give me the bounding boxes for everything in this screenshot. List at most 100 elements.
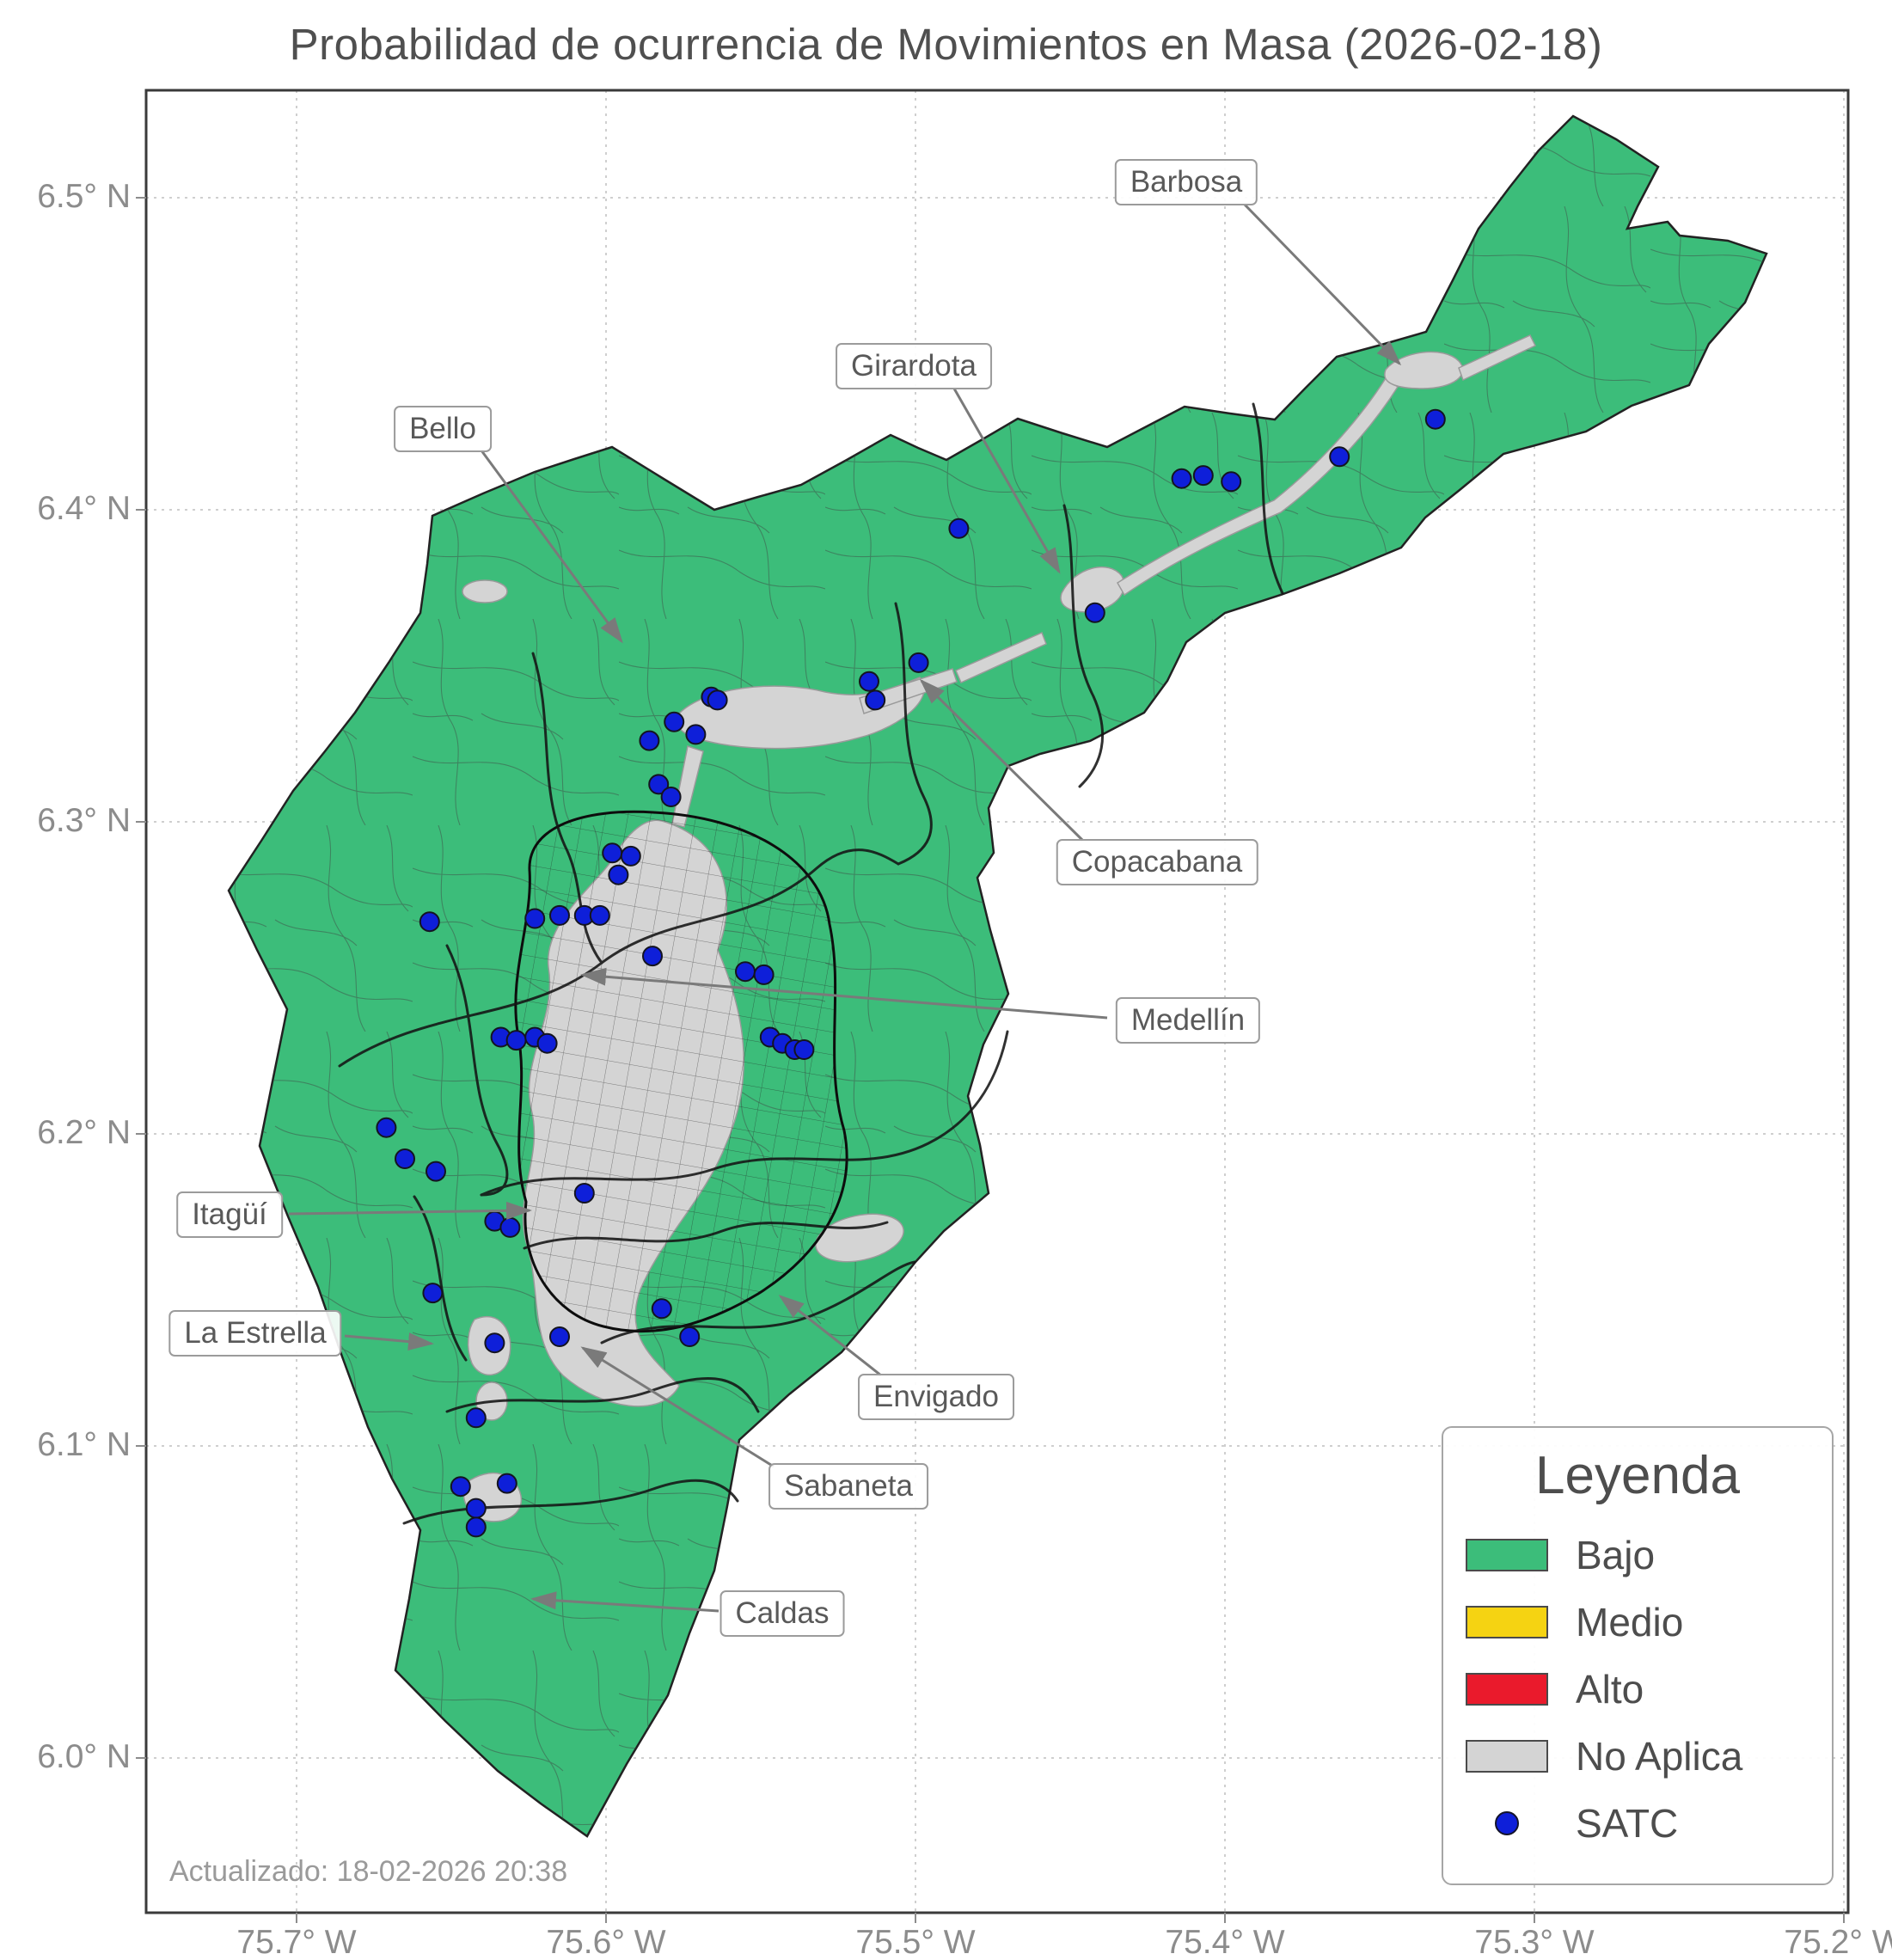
satc-station-dot [505, 1030, 527, 1051]
satc-station-dot [419, 911, 440, 933]
legend-swatch-no-aplica [1466, 1740, 1548, 1773]
satc-station-dot [499, 1216, 521, 1238]
satc-station-dot [395, 1148, 415, 1169]
barrio-mesh-region [514, 810, 848, 1332]
satc-station-dot [524, 908, 546, 929]
satc-station-dot [1424, 408, 1446, 430]
satc-station-dot [484, 1332, 505, 1354]
satc-station-dot [573, 1183, 595, 1204]
annotation-arrow-sabaneta [580, 1346, 775, 1468]
urban-strip-girardota [955, 631, 1047, 683]
annotation-arrow-itagui [288, 1201, 532, 1220]
axis-tick-marks [136, 197, 1845, 1923]
annotation-la-estrella: La Estrella [168, 1310, 342, 1357]
vereda-boundaries-texture [229, 116, 1766, 1836]
legend-label-alto: Alto [1576, 1667, 1644, 1712]
annotation-arrow-barbosa [1243, 203, 1402, 366]
annotation-sabaneta: Sabaneta [768, 1463, 928, 1510]
satc-station-dot [679, 1326, 701, 1347]
satc-station-dot [651, 1298, 672, 1320]
x-tick-label-75-7: 75.7° W [236, 1924, 357, 1960]
satc-station-dot [450, 1476, 471, 1498]
y-tick-label-6-3: 6.3° N [37, 802, 131, 840]
legend-swatch-alto [1466, 1673, 1548, 1706]
satc-station-dot [908, 652, 929, 673]
urban-strip-girardota-barbosa [1116, 377, 1399, 597]
y-tick-label-6-2: 6.2° N [37, 1114, 131, 1152]
annotation-arrow-caldas [530, 1591, 719, 1613]
satc-station-dot [642, 946, 663, 967]
satc-station-dot [865, 689, 886, 711]
satc-stations-layer [376, 408, 1446, 1538]
annotation-arrow-bello [480, 450, 623, 644]
satc-station-dot [1329, 446, 1350, 468]
satc-station-dot [707, 689, 728, 711]
satc-station-dot [536, 1032, 558, 1054]
legend-item-satc: SATC [1466, 1790, 1809, 1857]
urban-envigado-east [815, 1213, 904, 1263]
legend-item-medio: Medio [1466, 1589, 1809, 1656]
satc-station-dot [602, 842, 623, 864]
legend-satc-dot-icon [1495, 1811, 1519, 1835]
x-tick-label-75-5: 75.5° W [855, 1924, 976, 1960]
satc-station-dot [660, 787, 682, 807]
annotation-arrows [288, 203, 1402, 1613]
legend-swatch-alto-wrap [1466, 1673, 1548, 1706]
urban-nw-patch [462, 579, 508, 603]
legend-swatch-no-aplica-wrap [1466, 1740, 1548, 1773]
y-tick-label-6-1: 6.1° N [37, 1426, 131, 1464]
annotation-arrow-la-estrella [344, 1332, 434, 1351]
legend-swatch-bajo-wrap [1466, 1539, 1548, 1571]
legend-label-medio: Medio [1576, 1600, 1684, 1645]
satc-station-dot [948, 518, 970, 539]
legend: Leyenda Bajo Medio Alto No Aplica SATC [1442, 1426, 1834, 1885]
legend-label-bajo: Bajo [1576, 1533, 1656, 1577]
satc-station-dot [639, 730, 660, 751]
satc-station-dot [753, 964, 775, 985]
page-title: Probabilidad de ocurrencia de Movimiento… [289, 20, 1603, 69]
annotation-barbosa: Barbosa [1114, 159, 1258, 205]
satc-station-dot [465, 1498, 487, 1519]
annotation-arrow-envigado [778, 1295, 882, 1377]
legend-swatch-medio [1466, 1606, 1548, 1638]
satc-station-dot [1192, 465, 1214, 487]
satc-station-dot [589, 904, 610, 926]
satc-station-dot [1221, 471, 1242, 493]
plot-border [144, 89, 1850, 1914]
x-tick-label-75-2: 75.2° W [1784, 1924, 1892, 1960]
annotation-bello: Bello [394, 406, 492, 452]
y-tick-label-6-4: 6.4° N [37, 490, 131, 528]
municipal-boundaries [338, 402, 1284, 1525]
legend-satc-dot-wrap [1466, 1811, 1548, 1835]
satc-station-dot [648, 774, 670, 795]
annotation-itagui: Itagüí [176, 1191, 283, 1238]
legend-item-no-aplica: No Aplica [1466, 1723, 1809, 1790]
satc-station-dot [620, 845, 641, 867]
annotation-copacabana: Copacabana [1056, 839, 1258, 885]
y-tick-label-6-0: 6.0° N [37, 1738, 131, 1776]
legend-label-no-aplica: No Aplica [1576, 1734, 1743, 1779]
legend-item-bajo: Bajo [1466, 1522, 1809, 1589]
satc-station-dot [465, 1516, 487, 1538]
landmass-low-risk [227, 114, 1768, 1838]
y-tick-label-6-5: 6.5° N [37, 178, 131, 216]
satc-station-dot [608, 864, 629, 885]
legend-item-alto: Alto [1466, 1656, 1809, 1723]
updated-timestamp: Actualizado: 18-02-2026 20:38 [169, 1855, 568, 1888]
urban-barbosa [1384, 351, 1464, 389]
satc-station-dot [1084, 602, 1105, 623]
annotation-girardota: Girardota [836, 343, 992, 389]
annotation-caldas: Caldas [719, 1590, 845, 1637]
satc-station-dot [664, 711, 685, 732]
satc-station-dot [859, 671, 879, 692]
urban-girardota [1060, 567, 1125, 613]
legend-swatch-medio-wrap [1466, 1606, 1548, 1638]
x-tick-label-75-3: 75.3° W [1474, 1924, 1595, 1960]
legend-swatch-bajo [1466, 1539, 1548, 1571]
annotation-envigado: Envigado [858, 1374, 1014, 1420]
satc-station-dot [1171, 468, 1192, 489]
satc-station-dot [426, 1161, 446, 1182]
satc-station-dot [549, 904, 570, 926]
